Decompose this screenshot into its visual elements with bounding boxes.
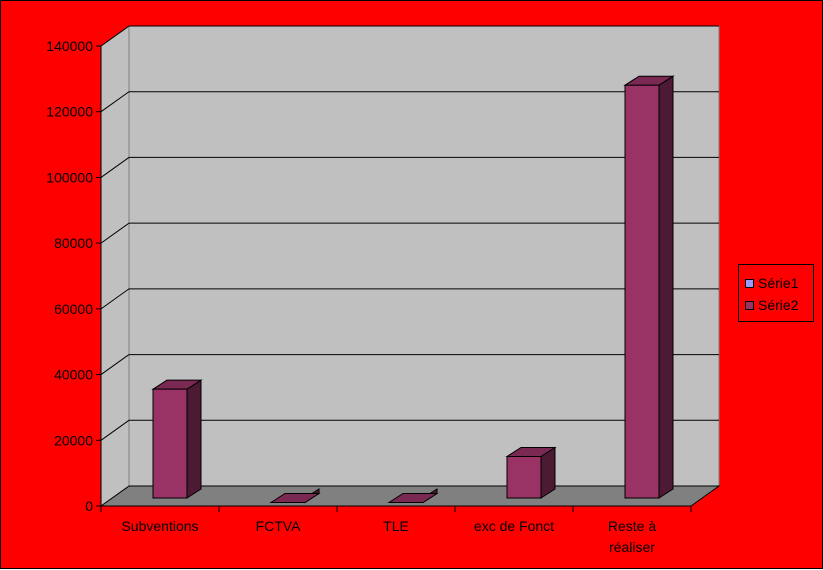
y-tick-label: 60000 xyxy=(54,301,93,317)
bar-serie2 xyxy=(623,75,675,499)
legend-item-serie2: Série2 xyxy=(745,296,798,314)
legend-swatch-serie1 xyxy=(745,278,754,288)
gridline xyxy=(100,91,719,113)
legend-label-serie2: Série2 xyxy=(758,297,799,313)
legend-label-serie1: Série1 xyxy=(758,275,799,291)
x-tick-label: TLE xyxy=(383,518,409,534)
legend: Série1 Série2 xyxy=(738,264,814,322)
y-tick-label: 40000 xyxy=(54,367,93,383)
x-tick-label: réaliser xyxy=(609,539,655,555)
x-tick-label: Subventions xyxy=(121,518,198,534)
bar-front xyxy=(624,84,660,499)
x-tick-label: Reste à xyxy=(608,518,656,534)
bar-serie2 xyxy=(269,488,321,504)
y-tick-label: 140000 xyxy=(46,38,93,54)
bar-front xyxy=(152,388,188,499)
bar-serie2 xyxy=(151,379,203,499)
legend-item-serie1: Série1 xyxy=(745,274,798,292)
bar-side xyxy=(658,75,674,499)
legend-swatch-serie2 xyxy=(745,300,754,310)
bar-top xyxy=(269,493,321,503)
gridline xyxy=(100,288,719,310)
side-wall xyxy=(100,25,130,507)
bar-side xyxy=(186,379,202,499)
bar-serie2 xyxy=(387,488,439,504)
gridline xyxy=(100,222,719,244)
bar-top xyxy=(387,493,439,503)
y-tick-label: 80000 xyxy=(54,235,93,251)
gridline xyxy=(100,354,719,375)
y-tick-label: 120000 xyxy=(46,104,93,120)
y-tick-label: 20000 xyxy=(54,432,93,448)
gridline xyxy=(100,419,719,441)
y-tick-label: 100000 xyxy=(46,169,93,185)
y-tick-label: 0 xyxy=(85,498,93,514)
gridline xyxy=(100,156,719,178)
bar-serie2 xyxy=(505,446,557,499)
x-tick-label: exc de Fonct xyxy=(474,518,554,534)
bar-front xyxy=(506,456,542,499)
gridline xyxy=(100,25,719,47)
x-tick-label: FCTVA xyxy=(256,518,302,534)
